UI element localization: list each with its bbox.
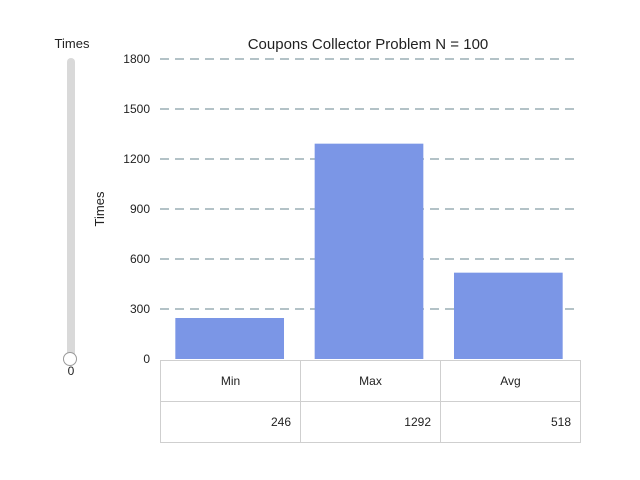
value-max: 1292: [404, 415, 431, 429]
y-tick-label: 1800: [123, 52, 150, 66]
table-header-cell: Avg: [440, 360, 581, 402]
table-value-cell: 518: [440, 401, 581, 443]
times-slider-handle[interactable]: [63, 352, 77, 366]
y-tick-label: 300: [130, 302, 150, 316]
y-axis-label: Times: [92, 191, 107, 226]
y-tick-label: 1500: [123, 102, 150, 116]
header-max: Max: [359, 374, 382, 388]
y-tick-label: 1200: [123, 152, 150, 166]
bars: [175, 143, 563, 359]
bar-max: [314, 143, 424, 359]
value-avg: 518: [550, 415, 571, 429]
slider-label: Times: [54, 36, 90, 51]
times-slider-track[interactable]: [67, 58, 75, 358]
header-avg: Avg: [500, 374, 521, 388]
chart-title: Coupons Collector Problem N = 100: [248, 36, 489, 53]
slider-value: 0: [67, 364, 75, 378]
y-tick-labels: 0 300 600 900 1200 1500 1800: [123, 52, 150, 366]
table-row: 246 1292 518: [160, 401, 581, 443]
table-value-cell: 1292: [300, 401, 441, 443]
bar-avg: [453, 272, 563, 359]
value-min: 246: [270, 415, 291, 429]
table-header-cell: Min: [160, 360, 301, 402]
summary-table: Min Max Avg 246 1292 518: [160, 360, 581, 443]
table-value-cell: 246: [160, 401, 301, 443]
bar-min: [175, 318, 285, 359]
header-min: Min: [220, 374, 241, 388]
y-tick-label: 600: [130, 252, 150, 266]
table-header-row: Min Max Avg: [160, 360, 581, 402]
y-tick-label: 900: [130, 202, 150, 216]
y-tick-label: 0: [143, 352, 150, 366]
table-header-cell: Max: [300, 360, 441, 402]
